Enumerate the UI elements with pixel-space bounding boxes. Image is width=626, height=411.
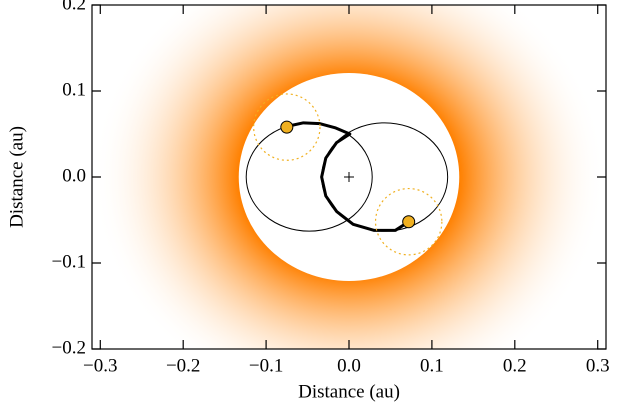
orbit-trail: [286, 121, 411, 232]
hill-sphere: [253, 93, 321, 161]
x-tick-label: 0.2: [503, 355, 527, 376]
x-tick-label: −0.3: [83, 355, 117, 376]
y-tick-label: −0.2: [52, 337, 86, 358]
y-tick-label: 0.1: [62, 79, 86, 100]
x-tick-label: 0.0: [337, 355, 361, 376]
x-axis-title: Distance (au): [298, 381, 400, 402]
x-tick-label: 0.3: [586, 355, 610, 376]
axes: −0.3 −0.2 −0.1 0.0 0.1 0.2 0.3−0.2−0.10.00.10.…: [52, 0, 610, 376]
star: [344, 172, 354, 182]
y-tick-label: 0.0: [62, 165, 86, 186]
y-tick-label: −0.1: [52, 251, 86, 272]
planet: [402, 215, 416, 229]
planet: [280, 120, 294, 134]
x-tick-label: −0.2: [166, 355, 200, 376]
x-tick-label: −0.1: [249, 355, 283, 376]
hill-sphere: [374, 187, 443, 256]
y-tick-label: 0.2: [62, 0, 86, 14]
y-axis-title: Distance (au): [6, 126, 27, 228]
x-tick-label: 0.1: [420, 355, 444, 376]
plot-area: [92, 5, 606, 349]
